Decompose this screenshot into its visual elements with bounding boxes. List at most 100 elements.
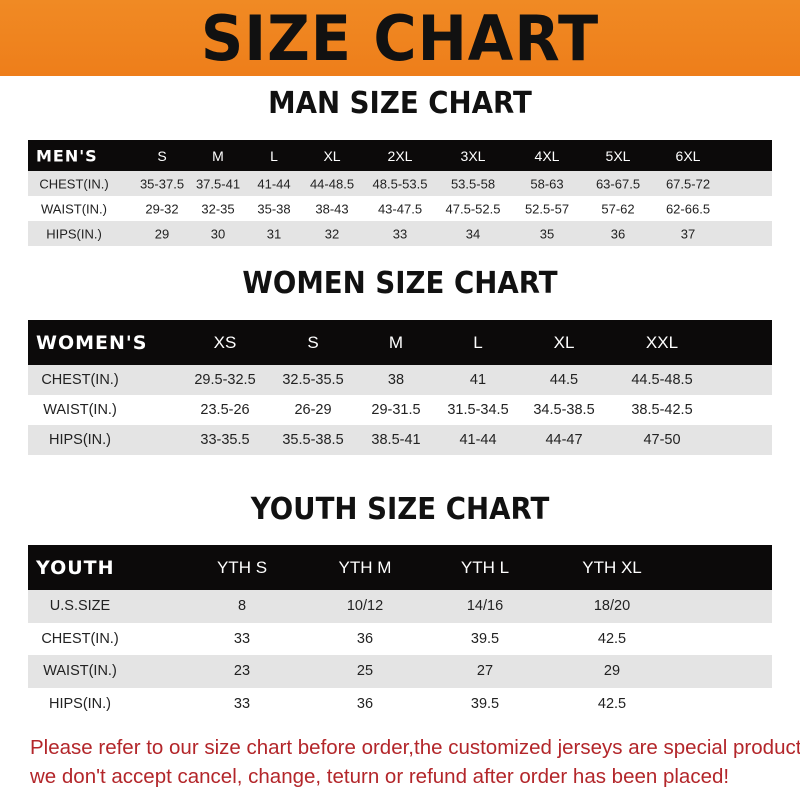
table-cell: 10/12 <box>346 598 384 615</box>
table-cell: 44.5-48.5 <box>631 372 693 388</box>
size-column-header: S <box>157 147 167 164</box>
youth-size-table: YOUTH YTH S YTH M YTH L YTH XL U.S.SIZE 8 10/12… <box>28 545 772 720</box>
table-cell: 32-35 <box>201 201 235 216</box>
table-cell: 29 <box>154 226 170 241</box>
table-cell: 14/16 <box>466 598 504 615</box>
table-cell: 31 <box>266 226 282 241</box>
row-label: HIPS(IN.) <box>46 226 102 241</box>
table-cell: 35 <box>539 226 555 241</box>
men-header-row: MEN'S S M L XL 2XL 3XL 4XL 5XL 6XL <box>28 140 772 171</box>
banner: SIZE CHART <box>0 0 800 76</box>
table-cell: 37.5-41 <box>195 176 241 191</box>
table-cell: 48.5-53.5 <box>372 176 428 191</box>
table-cell: 18/20 <box>593 598 631 615</box>
men-section-title: MAN SIZE CHART <box>268 86 532 121</box>
table-cell: 27 <box>476 663 494 680</box>
size-column-header: M <box>388 332 404 352</box>
table-cell: 23 <box>233 663 251 680</box>
women-section-title: WOMEN SIZE CHART <box>242 266 558 301</box>
table-cell: 36 <box>356 630 374 647</box>
table-cell: 33-35.5 <box>200 432 250 448</box>
table-cell: 30 <box>210 226 226 241</box>
table-corner-label: YOUTH <box>36 556 115 579</box>
row-label: CHEST(IN.) <box>39 176 109 191</box>
table-row: CHEST(IN.) 33 36 39.5 42.5 <box>28 622 772 655</box>
table-row: WAIST(IN.) 23.5-26 26-29 29-31.5 31.5-34.5 34… <box>28 395 772 425</box>
table-row: CHEST(IN.) 29.5-32.5 32.5-35.5 38 41 44.5 44.5… <box>28 365 772 395</box>
size-column-header: XL <box>553 332 575 352</box>
table-cell: 35.5-38.5 <box>282 432 344 448</box>
size-column-header: 2XL <box>387 147 413 164</box>
table-cell: 35-37.5 <box>139 176 185 191</box>
table-row: HIPS(IN.) 33-35.5 35.5-38.5 38.5-41 41-44 44-… <box>28 425 772 455</box>
size-column-header: 5XL <box>605 147 631 164</box>
table-cell: 44-48.5 <box>309 176 355 191</box>
row-label: CHEST(IN.) <box>41 630 119 647</box>
table-row: WAIST(IN.) 23 25 27 29 <box>28 655 772 688</box>
table-cell: 26-29 <box>294 402 332 418</box>
table-cell: 36 <box>356 695 374 712</box>
women-size-table: WOMEN'S XS S M L XL XXL CHEST(IN.) 29.5-32.5 32.5… <box>28 320 772 455</box>
table-cell: 35-38 <box>257 201 291 216</box>
size-column-header: M <box>212 147 224 164</box>
disclaimer-line-1: Please refer to our size chart before or… <box>30 736 800 759</box>
row-label: CHEST(IN.) <box>41 372 119 388</box>
table-row: HIPS(IN.) 33 36 39.5 42.5 <box>28 687 772 720</box>
table-cell: 47-50 <box>643 432 681 448</box>
table-cell: 32 <box>324 226 340 241</box>
table-cell: 53.5-58 <box>450 176 496 191</box>
table-cell: 29-32 <box>145 201 179 216</box>
size-column-header: L <box>473 332 483 352</box>
table-cell: 41-44 <box>257 176 291 191</box>
table-cell: 47.5-52.5 <box>445 201 501 216</box>
table-cell: 52.5-57 <box>524 201 570 216</box>
disclaimer-line-2: we don't accept cancel, change, teturn o… <box>30 765 730 788</box>
row-label: HIPS(IN.) <box>48 695 112 712</box>
row-label: U.S.SIZE <box>49 598 111 615</box>
women-header-row: WOMEN'S XS S M L XL XXL <box>28 320 772 365</box>
table-cell: 29 <box>603 663 621 680</box>
table-cell: 29-31.5 <box>371 402 421 418</box>
table-cell: 23.5-26 <box>200 402 250 418</box>
size-column-header: YTH S <box>216 557 268 577</box>
table-cell: 32.5-35.5 <box>282 372 344 388</box>
table-cell: 33 <box>392 226 408 241</box>
table-cell: 38 <box>387 372 405 388</box>
table-row: WAIST(IN.) 29-32 32-35 35-38 38-43 43-47.5 47.… <box>28 196 772 221</box>
men-size-table: MEN'S S M L XL 2XL 3XL 4XL 5XL 6XL CHEST(IN.) 35-37… <box>28 140 772 246</box>
row-label: HIPS(IN.) <box>48 432 112 448</box>
table-cell: 38.5-42.5 <box>631 402 693 418</box>
table-cell: 34.5-38.5 <box>533 402 595 418</box>
size-column-header: YTH M <box>338 557 392 577</box>
table-cell: 34 <box>465 226 481 241</box>
table-corner-label: WOMEN'S <box>36 331 148 354</box>
size-column-header: L <box>270 147 278 164</box>
table-cell: 67.5-72 <box>665 176 711 191</box>
size-column-header: 4XL <box>534 147 560 164</box>
table-corner-label: MEN'S <box>36 146 98 165</box>
size-column-header: 3XL <box>460 147 486 164</box>
size-column-header: 6XL <box>675 147 701 164</box>
table-cell: 58-63 <box>530 176 564 191</box>
table-cell: 42.5 <box>597 695 627 712</box>
table-cell: 44-47 <box>545 432 583 448</box>
size-column-header: XS <box>213 332 237 352</box>
table-cell: 25 <box>356 663 374 680</box>
table-cell: 63-67.5 <box>595 176 641 191</box>
table-cell: 38-43 <box>315 201 349 216</box>
table-cell: 42.5 <box>597 630 627 647</box>
table-row: CHEST(IN.) 35-37.5 37.5-41 41-44 44-48.5 48.5… <box>28 171 772 196</box>
table-cell: 29.5-32.5 <box>194 372 256 388</box>
table-cell: 62-66.5 <box>665 201 711 216</box>
table-cell: 41-44 <box>459 432 497 448</box>
table-cell: 44.5 <box>549 372 579 388</box>
row-label: WAIST(IN.) <box>43 402 117 418</box>
row-label: WAIST(IN.) <box>41 201 107 216</box>
table-row: U.S.SIZE 8 10/12 14/16 18/20 <box>28 590 772 623</box>
youth-header-row: YOUTH YTH S YTH M YTH L YTH XL <box>28 545 772 590</box>
size-column-header: XL <box>323 147 341 164</box>
table-row: HIPS(IN.) 29 30 31 32 33 34 35 36 37 <box>28 221 772 246</box>
table-cell: 33 <box>233 695 251 712</box>
table-cell: 33 <box>233 630 251 647</box>
table-cell: 8 <box>237 598 247 615</box>
